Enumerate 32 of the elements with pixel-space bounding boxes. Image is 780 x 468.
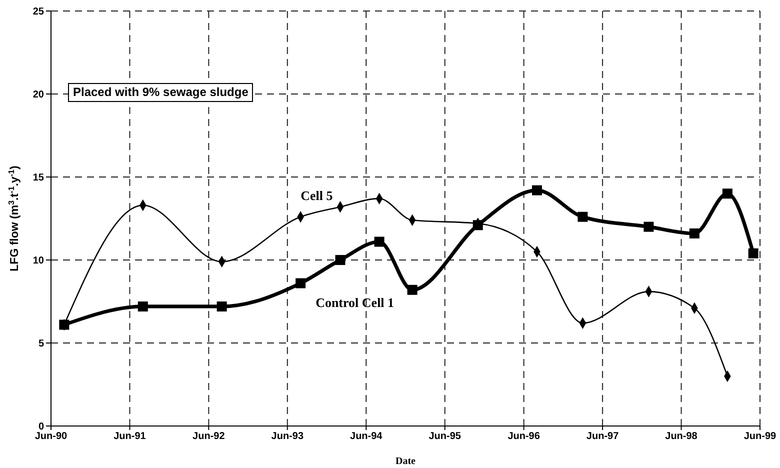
- point: [216, 301, 227, 312]
- x-tick-label: Jun-93: [271, 431, 304, 442]
- series-label: Cell 5: [300, 188, 334, 203]
- point: [689, 228, 700, 238]
- x-tick-label: Jun-94: [350, 431, 383, 442]
- point: [748, 248, 758, 258]
- y-tick-label: 10: [32, 256, 44, 267]
- x-tick-label: Jun-91: [114, 431, 146, 442]
- point: [644, 222, 654, 232]
- y-tick-label: 15: [32, 172, 44, 184]
- y-tick-label: 0: [38, 422, 44, 433]
- point: [578, 212, 588, 222]
- x-tick-label: Jun-96: [508, 431, 540, 442]
- x-tick-label: Jun-92: [192, 431, 226, 442]
- point: [335, 255, 346, 265]
- y-tick-label: 5: [38, 338, 44, 350]
- point: [138, 301, 148, 312]
- y-tick-label: 20: [32, 90, 44, 101]
- x-tick-label: Jun-97: [586, 431, 620, 442]
- point: [532, 185, 542, 196]
- point: [722, 188, 732, 199]
- point: [296, 278, 306, 288]
- x-tick-label: Jun-90: [34, 431, 68, 442]
- point: [407, 284, 418, 295]
- point: [374, 236, 384, 247]
- annotation: Placed with 9% sewage sludge: [68, 83, 254, 102]
- x-tick-label: Jun-98: [665, 431, 698, 442]
- x-tick-label: Jun-99: [744, 431, 777, 442]
- y-tick-label: 25: [32, 6, 44, 18]
- x-tick-label: Jun-95: [428, 431, 462, 442]
- x-axis-title: Date: [396, 456, 416, 467]
- point: [472, 220, 483, 230]
